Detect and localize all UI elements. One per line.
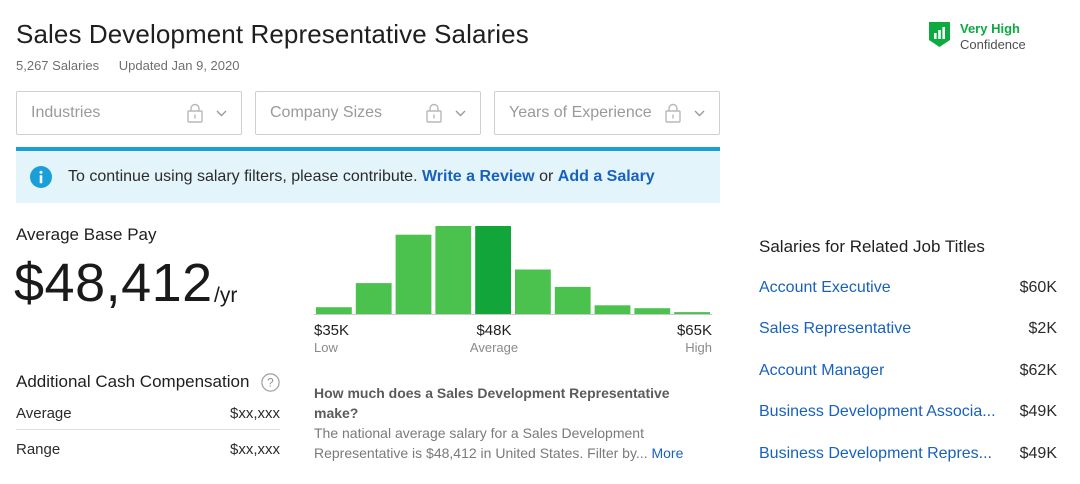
notice-text: To continue using salary filters, please… xyxy=(68,168,418,185)
page-meta: 5,267 Salaries Updated Jan 9, 2020 xyxy=(16,58,239,73)
cash-range-value: $xx,xxx xyxy=(229,441,280,458)
salaries-count: 5,267 Salaries xyxy=(16,58,100,73)
histogram-bar xyxy=(395,234,432,314)
faq-question: How much does a Sales Development Repres… xyxy=(314,385,670,421)
histogram-bar xyxy=(594,305,631,314)
related-job-link[interactable]: Sales Representative xyxy=(759,320,912,337)
lock-icon xyxy=(426,103,442,123)
related-job-pay: $49K xyxy=(1019,403,1057,420)
filter-bar: Industries Company Sizes Years of Experi… xyxy=(16,91,720,135)
divider xyxy=(16,429,280,430)
average-base-pay-unit: /yr xyxy=(214,284,238,307)
faq-answer-text: The national average salary for a Sales … xyxy=(314,425,648,461)
confidence-level: Very High xyxy=(960,21,1020,36)
related-job-link[interactable]: Business Development Repres... xyxy=(759,445,992,462)
tick-average-caption: Average xyxy=(469,340,519,355)
related-job-row: Sales Representative $2K xyxy=(759,320,1057,338)
related-job-row: Business Development Associa... $49K xyxy=(759,403,1057,421)
chevron-down-icon xyxy=(216,110,227,116)
average-base-pay-label: Average Base Pay xyxy=(16,225,157,244)
related-job-row: Business Development Repres... $49K xyxy=(759,445,1057,463)
page-title: Sales Development Representative Salarie… xyxy=(16,19,529,49)
histogram-bar xyxy=(316,307,352,314)
tick-average-value: $48K xyxy=(476,322,512,339)
related-job-link[interactable]: Account Manager xyxy=(759,362,885,379)
faq-answer: The national average salary for a Sales … xyxy=(314,423,714,463)
notice-message: To continue using salary filters, please… xyxy=(68,168,655,186)
filter-label: Industries xyxy=(31,104,101,121)
tick-average: $48K Average xyxy=(464,322,524,355)
lock-icon xyxy=(187,103,203,123)
related-job-pay: $60K xyxy=(1019,279,1057,296)
related-job-pay: $62K xyxy=(1019,362,1057,379)
updated-date: Updated Jan 9, 2020 xyxy=(118,58,240,73)
tick-low: $35K Low xyxy=(314,322,349,355)
histogram-bar-average xyxy=(475,226,511,314)
histogram-bar xyxy=(554,286,591,314)
histogram-bar xyxy=(674,312,710,314)
tick-high-caption: High xyxy=(685,340,712,355)
contribute-notice: To continue using salary filters, please… xyxy=(16,147,720,203)
filter-label: Years of Experience xyxy=(509,104,652,121)
tick-low-value: $35K xyxy=(314,322,350,339)
filter-years-of-experience[interactable]: Years of Experience xyxy=(494,91,720,135)
cash-range-row: Range $xx,xxx xyxy=(16,441,280,458)
histogram-bar xyxy=(355,283,392,314)
cash-average-row: Average $xx,xxx xyxy=(16,405,280,422)
filter-company-sizes[interactable]: Company Sizes xyxy=(255,91,481,135)
filter-label: Company Sizes xyxy=(270,104,383,121)
write-review-link[interactable]: Write a Review xyxy=(421,168,535,185)
more-link[interactable]: More xyxy=(651,445,684,461)
average-base-pay-value: $48,412 xyxy=(14,253,213,313)
histogram-bar xyxy=(435,226,472,314)
svg-text:?: ? xyxy=(268,377,274,389)
additional-cash-label: Additional Cash Compensation xyxy=(16,372,250,391)
related-job-row: Account Executive $60K xyxy=(759,279,1057,297)
info-icon xyxy=(30,166,52,188)
notice-or: or xyxy=(539,168,554,185)
confidence-indicator: Very High Confidence xyxy=(928,21,1026,53)
salary-histogram xyxy=(314,226,712,315)
cash-average-label: Average xyxy=(16,405,72,422)
add-salary-link[interactable]: Add a Salary xyxy=(557,168,655,185)
tick-low-caption: Low xyxy=(314,340,338,355)
chevron-down-icon xyxy=(455,110,466,116)
histogram-bar xyxy=(515,269,551,314)
chevron-down-icon xyxy=(694,110,705,116)
filter-industries[interactable]: Industries xyxy=(16,91,242,135)
tick-high-value: $65K xyxy=(676,322,712,339)
related-job-pay: $49K xyxy=(1019,445,1057,462)
additional-cash-title: Additional Cash Compensation ? xyxy=(16,372,281,392)
tick-high: $65K High xyxy=(677,322,712,355)
cash-range-label: Range xyxy=(16,441,61,458)
confidence-label: Confidence xyxy=(960,37,1026,52)
histogram-bar xyxy=(634,308,671,314)
related-jobs-title: Salaries for Related Job Titles xyxy=(759,237,985,256)
histogram-axis: $35K Low $48K Average $65K High xyxy=(314,322,712,356)
related-job-pay: $2K xyxy=(1028,320,1057,337)
cash-average-value: $xx,xxx xyxy=(229,405,280,422)
related-job-link[interactable]: Account Executive xyxy=(759,279,891,296)
related-job-link[interactable]: Business Development Associa... xyxy=(759,403,996,420)
confidence-badge-icon xyxy=(929,22,950,47)
related-job-row: Account Manager $62K xyxy=(759,362,1057,380)
question-mark-icon[interactable]: ? xyxy=(261,372,281,392)
lock-icon xyxy=(665,103,681,123)
